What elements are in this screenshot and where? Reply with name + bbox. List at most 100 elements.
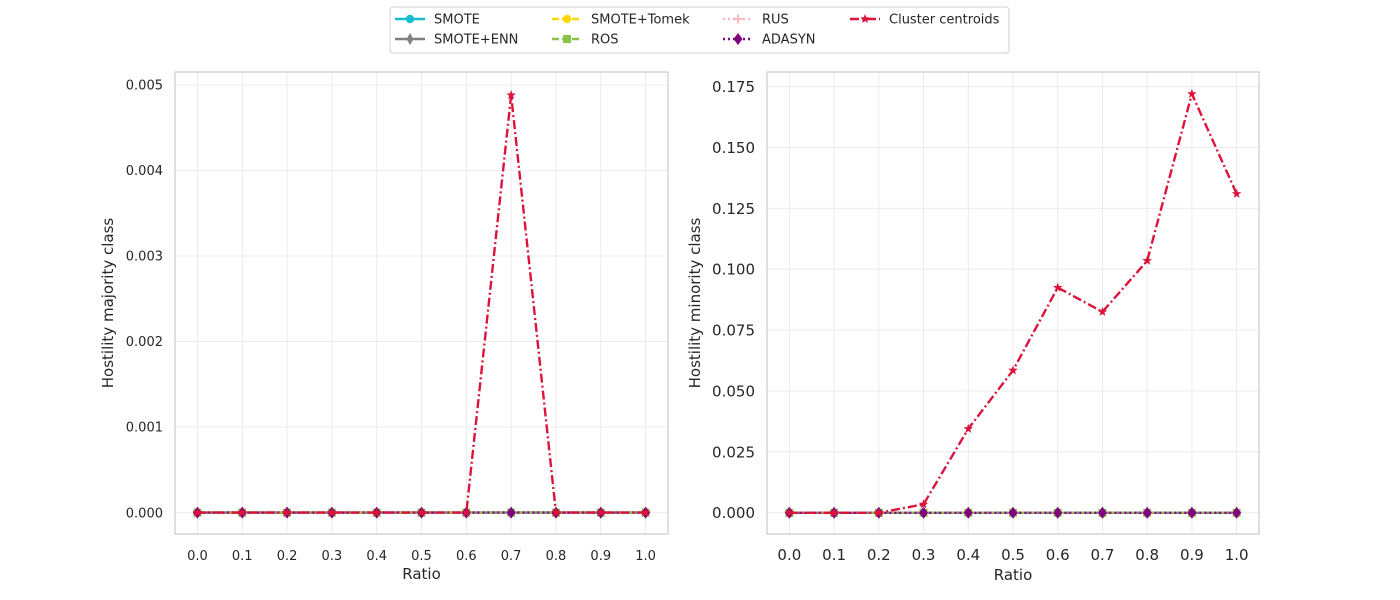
left-y-tick-label: 0.004	[126, 164, 163, 179]
left-point-cluster-centroids	[596, 507, 606, 517]
right-chart-panel: 0.0 0.1 0.2 0.3 0.4 0.5 0.6 0.7 0.8 0.9 1.0 0.000 0.…	[686, 71, 1260, 584]
right-y-tick-label: 0.075	[712, 322, 755, 340]
right-point-adasyn	[919, 506, 929, 519]
left-chart-panel: 0.0 0.1 0.2 0.3 0.4 0.5 0.6 0.7 0.8 0.9 1.0 0.000 0.…	[99, 71, 669, 583]
legend-label-smote-plus-enn: SMOTE+ENN	[434, 33, 518, 48]
left-point-adasyn	[506, 506, 516, 519]
right-y-tick-label: 0.100	[712, 261, 755, 279]
left-x-tick-label: 0.4	[366, 549, 387, 564]
chart-legend: SMOTE SMOTE+ENN SMOTE+Tomek ROS RUS ADASYN Clu…	[389, 6, 1010, 54]
right-point-cluster-centroids	[784, 507, 795, 517]
legend-label-cluster-centroids: Cluster centroids	[889, 13, 1000, 28]
right-point-cluster-centroids	[874, 507, 884, 517]
right-series-cluster-centroids	[784, 88, 1242, 517]
left-x-axis-label: Ratio	[402, 565, 441, 583]
right-point-adasyn	[1142, 506, 1152, 519]
left-x-tick-label: 0.9	[590, 549, 611, 564]
left-point-cluster-centroids	[506, 90, 516, 100]
left-y-tick-label: 0.005	[126, 79, 163, 94]
right-y-tick-label: 0.125	[712, 200, 755, 218]
right-point-adasyn	[1187, 506, 1197, 519]
legend-marker-cluster-centroids	[860, 14, 870, 24]
right-point-adasyn	[1097, 506, 1107, 519]
legend-marker-smote-plus-enn	[406, 33, 414, 45]
legend-entry-smote-plus-tomek: SMOTE+Tomek	[552, 13, 690, 28]
left-point-cluster-centroids	[640, 507, 651, 517]
right-y-axis-label: Hostility minority class	[686, 217, 704, 388]
right-x-tick-label: 0.6	[1046, 546, 1070, 564]
legend-marker-rus	[733, 14, 743, 24]
left-point-cluster-centroids	[416, 507, 427, 517]
legend-entry-smote: SMOTE	[395, 13, 480, 28]
legend-marker-adasyn	[733, 33, 743, 45]
right-point-cluster-centroids	[1231, 188, 1242, 198]
legend-entry-smote-plus-enn: SMOTE+ENN	[395, 33, 518, 48]
right-y-tick-label: 0.150	[712, 139, 755, 157]
left-point-cluster-centroids	[192, 507, 203, 517]
right-x-tick-label: 0.4	[956, 546, 980, 564]
right-point-adasyn	[1232, 506, 1242, 519]
left-x-tick-label: 0.8	[546, 549, 567, 564]
left-y-axis-label: Hostility majority class	[99, 218, 117, 389]
right-point-cluster-centroids	[918, 499, 929, 509]
legend-entry-ros: ROS	[552, 33, 619, 48]
left-y-tick-label: 0.002	[126, 335, 163, 350]
right-point-cluster-centroids	[1097, 306, 1108, 316]
left-point-cluster-centroids	[551, 507, 561, 517]
left-point-cluster-centroids	[237, 507, 247, 517]
left-point-cluster-centroids	[282, 507, 292, 517]
legend-marker-ros	[563, 35, 571, 43]
left-point-cluster-centroids	[371, 507, 382, 517]
left-y-tick-label: 0.003	[126, 250, 163, 265]
right-x-tick-label: 1.0	[1225, 546, 1249, 564]
right-plot-frame	[766, 71, 1260, 535]
right-x-tick-label: 0.7	[1091, 546, 1115, 564]
legend-entry-rus: RUS	[723, 13, 789, 28]
right-point-cluster-centroids	[963, 423, 974, 433]
right-x-tick-label: 0.3	[912, 546, 936, 564]
right-point-adasyn	[1053, 506, 1063, 519]
left-y-tick-label: 0.001	[126, 421, 163, 436]
left-x-tick-label: 0.0	[187, 549, 208, 564]
left-y-tick-label: 0.000	[126, 506, 163, 521]
left-x-tick-label: 0.1	[232, 549, 253, 564]
legend-marker-smote	[405, 14, 415, 24]
right-y-tick-label: 0.000	[712, 504, 755, 522]
right-point-cluster-centroids	[1052, 282, 1063, 292]
right-point-cluster-centroids	[829, 507, 839, 517]
left-point-cluster-centroids	[461, 507, 472, 517]
left-x-tick-label: 0.6	[456, 549, 477, 564]
right-y-tick-label: 0.050	[712, 382, 755, 400]
left-x-tick-label: 0.3	[322, 549, 343, 564]
right-y-tick-label: 0.175	[712, 78, 755, 96]
right-point-adasyn	[963, 506, 973, 519]
right-x-tick-label: 0.5	[1001, 546, 1025, 564]
right-x-tick-label: 0.2	[867, 546, 891, 564]
legend-label-adasyn: ADASYN	[762, 33, 816, 48]
right-point-adasyn	[1008, 506, 1018, 519]
right-x-tick-label: 0.1	[822, 546, 846, 564]
right-x-tick-label: 0.9	[1180, 546, 1204, 564]
left-x-tick-label: 1.0	[635, 549, 656, 564]
right-point-cluster-centroids	[1187, 88, 1197, 98]
right-x-tick-label: 0.0	[777, 546, 801, 564]
right-x-tick-label: 0.8	[1135, 546, 1159, 564]
left-x-tick-label: 0.2	[277, 549, 298, 564]
left-x-tick-label: 0.5	[411, 549, 432, 564]
left-plot-frame	[174, 71, 669, 535]
legend-entry-cluster-centroids: Cluster centroids	[850, 13, 1000, 28]
left-series-cluster-centroids	[192, 90, 651, 517]
legend-label-smote: SMOTE	[434, 13, 480, 28]
legend-marker-smote-plus-tomek	[562, 14, 572, 24]
left-x-tick-label: 0.7	[501, 549, 522, 564]
right-point-cluster-centroids	[1008, 365, 1018, 375]
right-y-tick-label: 0.025	[712, 443, 755, 461]
legend-label-rus: RUS	[762, 13, 789, 28]
right-point-cluster-centroids	[1142, 255, 1152, 265]
legend-label-smote-plus-tomek: SMOTE+Tomek	[591, 13, 690, 28]
legend-label-ros: ROS	[591, 33, 619, 48]
legend-entry-adasyn: ADASYN	[723, 33, 816, 48]
left-point-cluster-centroids	[327, 507, 337, 517]
